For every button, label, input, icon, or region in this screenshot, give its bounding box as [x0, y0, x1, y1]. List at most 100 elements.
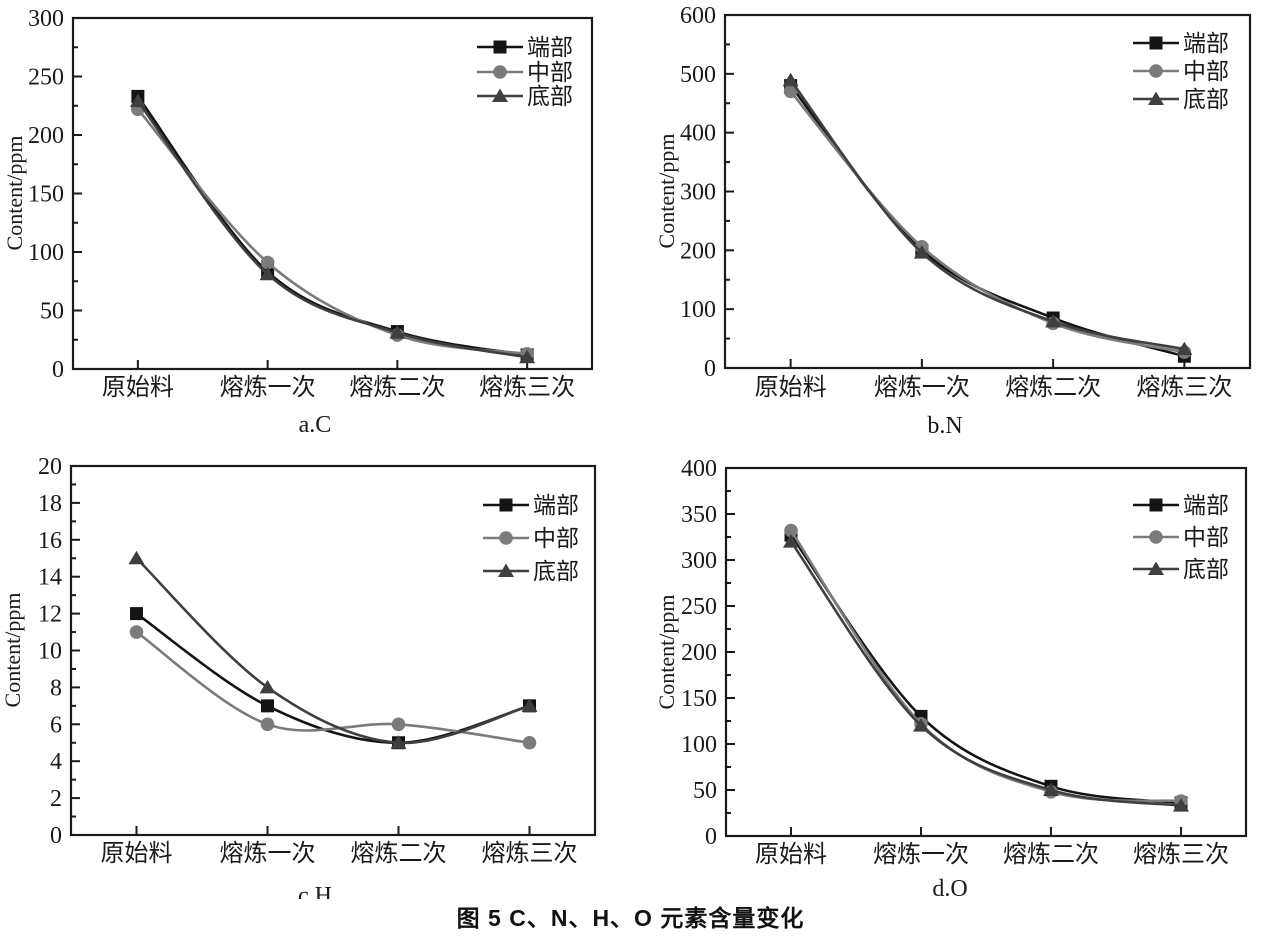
- legend-label: 端部: [533, 493, 579, 518]
- y-tick-label: 50: [40, 299, 64, 325]
- y-axis-title: Content/ppm: [654, 134, 679, 249]
- series-marker-triangle: [782, 72, 799, 87]
- series-marker-triangle: [913, 718, 929, 732]
- x-category-label: 熔炼三次: [1133, 841, 1229, 868]
- legend-marker-triangle: [1148, 561, 1164, 575]
- series-marker-triangle: [1043, 782, 1059, 796]
- series-marker-triangle: [783, 534, 799, 548]
- series-line-square: [789, 84, 1185, 358]
- y-axis-title: Content/ppm: [0, 593, 25, 708]
- y-tick-label: 250: [681, 594, 717, 620]
- series-marker-triangle: [913, 245, 930, 259]
- series-marker-triangle: [390, 735, 407, 749]
- legend-marker-square: [1149, 498, 1163, 512]
- y-tick-label: 500: [680, 62, 716, 88]
- series-marker-circle: [260, 255, 275, 270]
- series-marker-triangle: [521, 698, 538, 712]
- series-line-triangle: [789, 540, 1182, 807]
- series-marker-circle: [784, 523, 798, 538]
- legend-marker-triangle: [492, 88, 508, 102]
- x-category-label: 原始料: [755, 841, 827, 868]
- y-tick-label: 10: [38, 639, 62, 665]
- x-category-label: 熔炼一次: [873, 841, 969, 868]
- legend-marker-circle: [499, 531, 513, 545]
- y-tick-label: 100: [680, 297, 716, 323]
- panel-c.H: 0 2 4 6 8 10 12 14 16 18 20 原始料 熔炼一次 熔炼二次 熔炼三次 Content/…: [0, 454, 597, 909]
- series-line-square: [789, 534, 1182, 805]
- x-category-label: 原始料: [755, 374, 827, 401]
- x-category-label: 原始料: [102, 374, 174, 401]
- y-axis-title: Content/ppm: [654, 595, 679, 710]
- series-marker-triangle: [1173, 798, 1189, 812]
- series-line-triangle: [136, 100, 528, 359]
- series-line-circle: [789, 90, 1185, 354]
- legend-label: 中部: [1183, 59, 1229, 84]
- legend-marker-triangle: [498, 563, 514, 577]
- y-tick-label: 250: [28, 65, 64, 91]
- legend-label: 底部: [1183, 557, 1229, 582]
- panel-a.C: 0 50 100 150 200 250 300 原始料 熔炼一次 熔炼二次 熔炼三次 Content…: [2, 6, 594, 438]
- y-tick-label: 0: [705, 824, 717, 850]
- y-tick-label: 20: [38, 454, 62, 480]
- panel-b.N: 0 100 200 300 400 500 600 原始料 熔炼一次 熔炼二次 熔炼三次 Conten…: [654, 3, 1252, 439]
- legend-label: 底部: [527, 84, 573, 109]
- plot-frame: [71, 16, 594, 371]
- series-marker-triangle: [389, 325, 406, 339]
- y-tick-label: 100: [28, 240, 64, 266]
- x-category-label: 熔炼一次: [220, 840, 316, 867]
- y-tick-label: 150: [28, 182, 64, 208]
- series-marker-triangle: [259, 266, 276, 281]
- plot-frame: [69, 464, 597, 837]
- legend-label: 底部: [1183, 87, 1229, 112]
- legend-marker-circle: [493, 65, 507, 79]
- y-axis-title: Content/ppm: [2, 136, 27, 251]
- series-marker-triangle: [259, 679, 276, 694]
- series-marker-triangle: [128, 550, 145, 565]
- y-tick-label: 18: [38, 491, 62, 517]
- x-category-label: 熔炼三次: [482, 840, 578, 867]
- x-category-label: 熔炼二次: [1005, 374, 1101, 401]
- y-tick-label: 400: [681, 456, 717, 482]
- y-tick-label: 12: [38, 602, 62, 628]
- series-marker-circle: [260, 717, 275, 732]
- plot-frame: [723, 13, 1252, 370]
- y-tick-label: 300: [681, 548, 717, 574]
- legend-label: 中部: [533, 526, 579, 551]
- y-tick-label: 200: [28, 123, 64, 149]
- y-tick-label: 2: [50, 786, 62, 812]
- figure-caption: 图 5 C、N、H、O 元素含量变化: [456, 905, 805, 931]
- y-tick-label: 350: [681, 502, 717, 528]
- x-category-label: 熔炼二次: [349, 374, 445, 401]
- legend-label: 底部: [533, 559, 579, 584]
- series-line-circle: [136, 108, 528, 356]
- legend-marker-square: [493, 40, 507, 54]
- series-marker-triangle: [1045, 314, 1062, 328]
- legend-marker-square: [1149, 36, 1163, 50]
- y-tick-label: 100: [681, 732, 717, 758]
- series-line-square: [136, 95, 528, 357]
- y-tick-label: 0: [704, 356, 716, 382]
- legend-label: 端部: [527, 35, 573, 60]
- y-tick-label: 0: [52, 357, 64, 383]
- series-marker-triangle: [129, 93, 146, 108]
- y-tick-label: 600: [680, 3, 716, 29]
- series-line-triangle: [135, 557, 530, 745]
- legend-label: 端部: [1183, 493, 1229, 518]
- series-line-triangle: [789, 79, 1185, 351]
- x-category-label: 熔炼二次: [351, 840, 447, 867]
- series-marker-circle: [522, 735, 537, 750]
- x-category-label: 熔炼二次: [1003, 841, 1099, 868]
- series-marker-circle: [391, 717, 406, 732]
- legend-marker-square: [499, 498, 513, 512]
- panel-label: a.C: [299, 412, 332, 438]
- y-tick-label: 16: [38, 528, 62, 554]
- series-marker-circle: [783, 84, 798, 99]
- x-category-label: 原始料: [101, 840, 173, 867]
- series-marker-triangle: [519, 349, 536, 364]
- panel-label: d.O: [932, 876, 967, 899]
- legend-label: 中部: [1183, 525, 1229, 550]
